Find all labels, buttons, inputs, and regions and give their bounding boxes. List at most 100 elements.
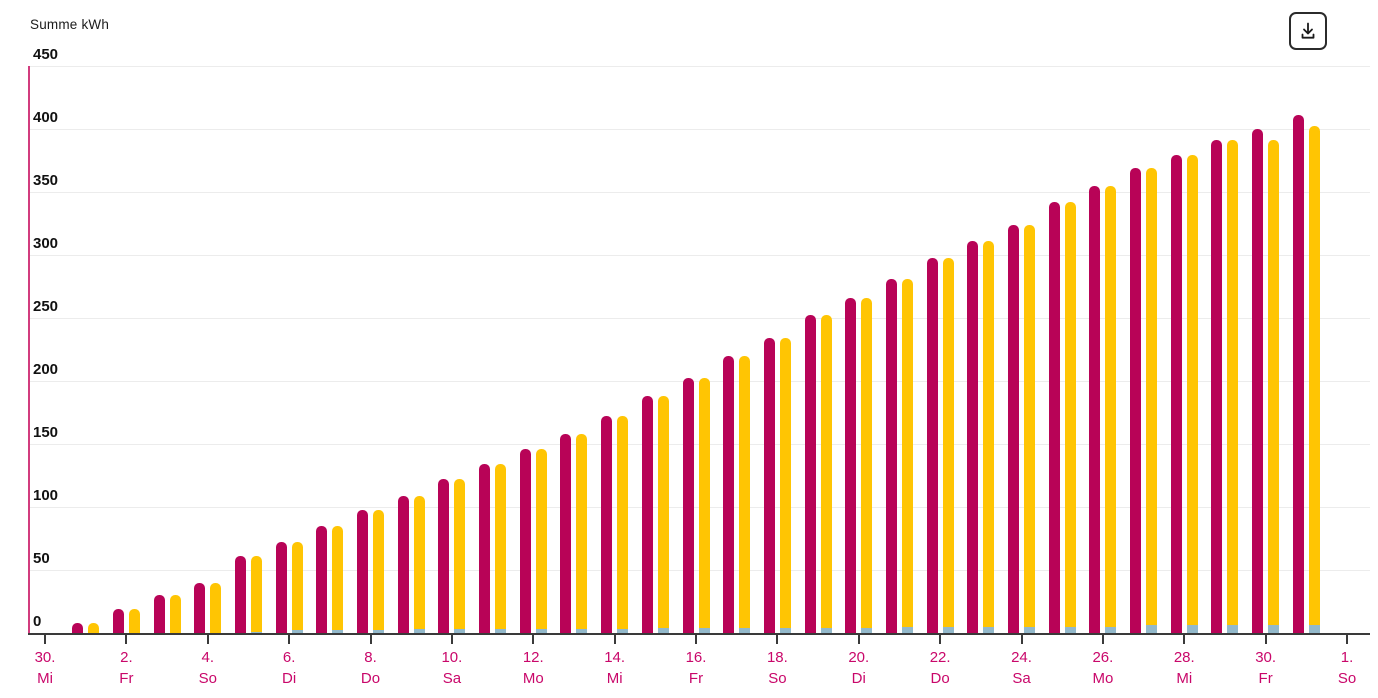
bar-yellow-day-14.[interactable] [617,416,629,630]
bar-blue-day-20.[interactable] [861,627,873,633]
bar-magenta-day-1.[interactable] [72,622,84,633]
bar-magenta-day-30.[interactable] [1252,129,1264,633]
bar-yellow-day-23.[interactable] [983,241,995,627]
bar-magenta-day-13.[interactable] [560,433,572,633]
bar-blue-day-6.[interactable] [291,630,303,633]
bar-magenta-day-3.[interactable] [153,595,165,633]
bar-blue-day-8.[interactable] [373,630,384,633]
bar-magenta-day-4.[interactable] [194,582,206,633]
bar-blue-day-25.[interactable] [1064,626,1076,633]
bar-yellow-day-3.[interactable] [169,595,181,633]
bar-magenta-day-24.[interactable] [1008,224,1019,633]
bar-blue-day-9.[interactable] [413,629,425,633]
bar-blue-day-7.[interactable] [332,630,344,633]
bar-yellow-day-5.[interactable] [250,556,262,632]
bar-yellow-day-6.[interactable] [291,542,303,631]
bar-blue-day-14.[interactable] [617,629,629,633]
bar-blue-day-22.[interactable] [942,626,954,633]
bar-magenta-day-21.[interactable] [885,278,897,633]
bar-magenta-day-10.[interactable] [438,479,450,633]
bar-magenta-day-8.[interactable] [357,509,368,633]
bar-magenta-day-16.[interactable] [682,378,694,633]
bar-yellow-day-20.[interactable] [861,297,873,628]
bar-magenta-day-22.[interactable] [926,257,938,633]
x-label-weekday: Do [360,670,381,687]
bar-yellow-day-22.[interactable] [942,257,954,627]
bar-yellow-day-2.[interactable] [128,609,140,633]
bar-blue-day-21.[interactable] [901,626,913,633]
bar-magenta-day-28.[interactable] [1170,155,1182,633]
y-axis-label-100: 100 [33,487,59,504]
bar-magenta-day-26.[interactable] [1089,185,1101,633]
bar-magenta-day-23.[interactable] [967,241,979,633]
bar-blue-day-31.[interactable] [1308,625,1320,633]
x-tick-26.Mo [1101,635,1104,644]
bar-blue-day-13.[interactable] [576,629,588,633]
bar-yellow-day-1.[interactable] [88,622,100,633]
bar-blue-day-29.[interactable] [1227,625,1239,633]
bar-blue-day-26.[interactable] [1105,626,1117,633]
bar-yellow-day-18.[interactable] [779,338,791,628]
bar-blue-day-23.[interactable] [983,626,995,633]
bar-blue-day-18.[interactable] [779,627,791,633]
bar-yellow-day-15.[interactable] [657,396,669,628]
x-axis-line [28,633,1370,635]
bar-magenta-day-6.[interactable] [275,542,287,633]
bar-yellow-day-7.[interactable] [332,525,344,631]
bar-blue-day-12.[interactable] [535,629,547,633]
bar-yellow-day-4.[interactable] [210,582,222,633]
bar-yellow-day-10.[interactable] [454,479,466,630]
y-axis-line [28,66,30,633]
bar-yellow-day-21.[interactable] [901,278,913,627]
download-button[interactable] [1289,12,1327,50]
x-label-weekday: So [198,670,217,687]
bar-magenta-day-15.[interactable] [641,396,653,633]
x-label-date: 30. [1255,649,1277,666]
bar-magenta-day-9.[interactable] [397,495,409,633]
bar-yellow-day-26.[interactable] [1105,185,1117,627]
bar-yellow-day-29.[interactable] [1227,140,1239,626]
bar-yellow-day-12.[interactable] [535,449,547,630]
x-tick-12.Mo [532,635,535,644]
bar-magenta-day-5.[interactable] [234,556,246,633]
bar-yellow-day-11.[interactable] [495,464,507,630]
x-tick-16.Fr [695,635,697,644]
bar-blue-day-17.[interactable] [739,627,751,633]
bar-blue-day-30.[interactable] [1268,625,1280,633]
bar-yellow-day-25.[interactable] [1064,202,1076,627]
bar-magenta-day-18.[interactable] [763,338,775,633]
bar-magenta-day-20.[interactable] [845,297,857,633]
bar-blue-day-15.[interactable] [657,627,669,633]
bar-magenta-day-25.[interactable] [1048,202,1060,633]
bar-yellow-day-16.[interactable] [698,378,710,628]
bar-magenta-day-27.[interactable] [1130,168,1142,633]
bar-blue-day-24.[interactable] [1024,626,1035,633]
bar-magenta-day-2.[interactable] [112,609,124,633]
bar-magenta-day-14.[interactable] [601,416,613,633]
bar-blue-day-27.[interactable] [1146,625,1158,633]
bar-blue-day-28.[interactable] [1186,625,1198,633]
bar-yellow-day-28.[interactable] [1186,155,1198,626]
bar-magenta-day-19.[interactable] [804,315,816,633]
bar-magenta-day-12.[interactable] [519,449,531,633]
bar-magenta-day-31.[interactable] [1292,115,1304,633]
bar-magenta-day-29.[interactable] [1211,140,1223,633]
bar-yellow-day-31.[interactable] [1308,126,1320,626]
bar-magenta-day-17.[interactable] [723,355,735,633]
bar-blue-day-10.[interactable] [454,629,466,633]
bar-yellow-day-19.[interactable] [820,315,832,628]
bar-blue-day-5.[interactable] [250,631,262,633]
bar-blue-day-11.[interactable] [495,629,507,633]
bar-yellow-day-8.[interactable] [373,509,384,631]
bar-magenta-day-7.[interactable] [316,525,328,633]
bar-yellow-day-17.[interactable] [739,355,751,628]
bar-blue-day-19.[interactable] [820,627,832,633]
bar-blue-day-16.[interactable] [698,627,710,633]
bar-yellow-day-13.[interactable] [576,433,588,630]
bar-yellow-day-9.[interactable] [413,495,425,630]
x-axis-label-18.So: 18. So [745,647,809,689]
bar-yellow-day-27.[interactable] [1146,168,1158,626]
bar-yellow-day-30.[interactable] [1268,140,1280,626]
bar-magenta-day-11.[interactable] [479,464,491,633]
bar-yellow-day-24.[interactable] [1024,224,1035,627]
